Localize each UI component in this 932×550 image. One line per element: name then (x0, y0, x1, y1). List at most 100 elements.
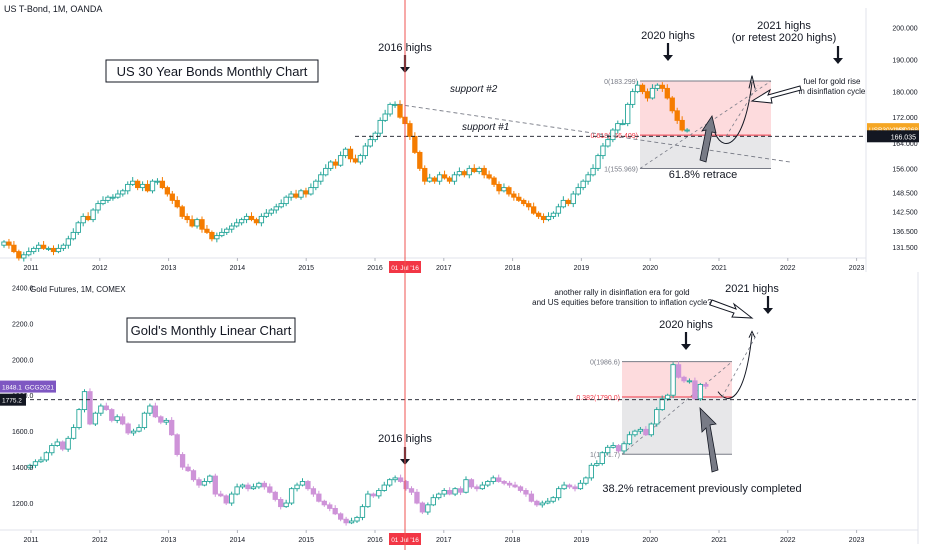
candle-body (408, 488, 415, 493)
candle-body (268, 209, 274, 214)
price-tag-value: 1775.2 (2, 398, 22, 405)
candle-body (209, 231, 215, 240)
fib-level-label: 0(1986.6) (590, 360, 620, 367)
candle-body (223, 495, 229, 504)
candle-body (261, 482, 267, 488)
candle-body (441, 490, 447, 495)
candle-body (432, 177, 438, 182)
candle-body (463, 479, 469, 493)
candle-body (299, 481, 306, 486)
price-tick-label: 190.000 (892, 58, 917, 65)
candle-body (141, 412, 148, 429)
candle-body (90, 209, 96, 221)
candle-body (185, 466, 191, 472)
candle-body (105, 196, 111, 201)
price-tick-label: 172.000 (892, 115, 917, 122)
candle-body (239, 484, 246, 488)
candle-body (461, 171, 467, 176)
candle-body (654, 409, 660, 425)
gold-price-axis[interactable]: 1200.01400.01600.01800.02000.02200.02400… (0, 285, 56, 508)
candle-body (75, 222, 81, 233)
candle-body (669, 97, 675, 112)
candle-body (697, 383, 704, 400)
candle-body (441, 174, 448, 179)
candle-body (303, 190, 309, 195)
candle-body (95, 203, 101, 211)
gold-annotations: Gold's Monthly Linear Chart another rally… (30, 283, 918, 495)
candle-body (338, 513, 344, 520)
candle-body (189, 219, 195, 227)
candle-body (159, 180, 166, 189)
candle-body (313, 180, 319, 189)
candle-body (540, 215, 547, 221)
candle-body (566, 484, 573, 488)
candle-body (675, 364, 682, 378)
candle-body (496, 477, 502, 482)
candle-body (204, 228, 210, 233)
bond-annotations: US 30 Year Bonds Monthly Chart support #2… (105, 20, 866, 181)
price-tag: 166.035 (867, 130, 919, 143)
candle-body (327, 504, 333, 509)
candle-body (387, 103, 393, 115)
candle-body (535, 212, 542, 217)
candle-body (201, 481, 208, 486)
candle-body (392, 477, 398, 481)
candle-body (451, 174, 458, 182)
candle-body (644, 91, 651, 99)
candle-body (452, 488, 458, 495)
candle-body (26, 251, 32, 256)
price-tick-label: 2000.0 (12, 357, 34, 364)
price-tag-value: 1848.1 (2, 385, 22, 392)
candle-body (506, 482, 513, 486)
candle-body (109, 409, 115, 421)
candle-body (456, 171, 463, 176)
candle-body (219, 231, 225, 237)
candle-body (588, 464, 595, 479)
candle-body (479, 484, 485, 490)
candle-body (98, 405, 104, 414)
candle-body (169, 193, 175, 201)
candle-body (40, 244, 47, 249)
candle-body (130, 430, 137, 434)
candle-body (491, 177, 497, 185)
candle-body (238, 219, 245, 224)
candle-body (234, 486, 240, 495)
projection-arrowhead (748, 75, 756, 89)
candle-body (362, 145, 368, 157)
price-tick-label: 2200.0 (12, 321, 34, 328)
candle-body (212, 475, 218, 495)
candle-body (125, 423, 131, 434)
candle-body (207, 475, 213, 482)
candle-body (147, 405, 153, 414)
candle-body (54, 441, 60, 446)
candle-body (377, 119, 383, 134)
year-label: 2021 (711, 265, 727, 272)
candle-body (621, 443, 627, 452)
candle-body (550, 497, 556, 502)
candle-body (11, 244, 17, 253)
candle-body (294, 484, 300, 490)
candle-body (674, 110, 680, 121)
candle-body (70, 231, 76, 240)
candle-body (639, 84, 646, 93)
candle-body (179, 454, 186, 468)
candle-body (76, 409, 82, 429)
candle-body (347, 148, 354, 160)
candle-body (381, 484, 387, 491)
candle-body (248, 215, 255, 221)
candle-body (256, 482, 262, 488)
candle-body (100, 199, 106, 205)
year-label: 2022 (780, 265, 796, 272)
candle-body (659, 84, 666, 89)
candle-body (233, 222, 240, 227)
bond-price-axis[interactable]: 131.500 136.500 142.500 148.500 156.000 164.0… (867, 26, 919, 252)
candle-body (430, 497, 436, 506)
candle-body (120, 190, 126, 195)
label-2021-highs-sub: (or retest 2020 highs) (732, 32, 837, 44)
candle-body (174, 199, 180, 208)
candle-body (370, 493, 376, 497)
price-tick-label: 156.000 (892, 166, 917, 173)
candle-body (637, 428, 644, 432)
candle-body (575, 187, 581, 195)
candle-body (615, 445, 622, 452)
